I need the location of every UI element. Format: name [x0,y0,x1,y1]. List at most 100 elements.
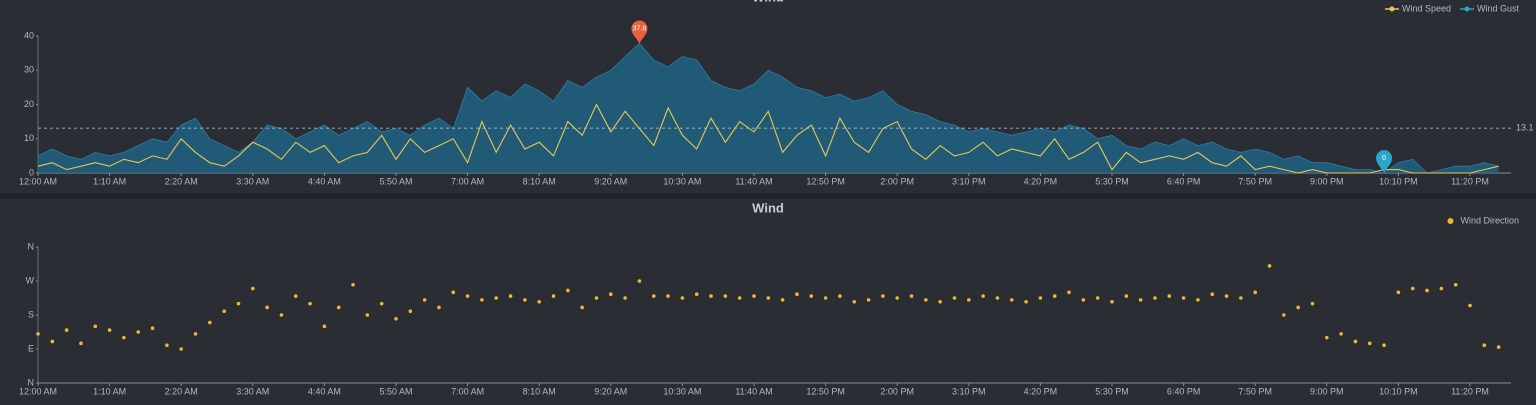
x-tick-label: 6:40 PM [1167,386,1201,396]
x-tick-label: 2:00 PM [880,176,914,186]
x-tick-label: 12:00 AM [19,176,57,186]
x-tick-label: 9:20 AM [594,176,627,186]
x-tick-label: 3:30 AM [236,386,269,396]
chart-title: Wind [752,0,784,4]
y-tick-label: 20 [24,99,34,109]
point [437,305,441,310]
point [1367,341,1372,346]
point [208,320,212,325]
point [236,301,241,306]
x-tick-label: 5:50 AM [379,176,412,186]
point [967,298,971,302]
point [365,313,370,317]
x-tick-label: 2:20 AM [165,176,198,186]
point [1110,299,1114,304]
point [838,294,842,298]
point [222,309,226,314]
line [37,103,1499,174]
y-tick-label: 0 [29,167,34,177]
point [1296,305,1300,310]
point [79,341,83,346]
point [623,296,627,300]
point [1009,298,1014,302]
point [551,294,556,298]
point [1167,294,1172,298]
point [952,296,957,300]
line [37,42,1499,174]
x-tick-label: 11:40 AM [735,176,772,186]
area [38,43,1499,173]
point [150,326,155,331]
point [136,330,141,334]
point [265,305,269,310]
point [251,286,255,291]
point [1339,332,1343,336]
point [193,332,198,336]
point [465,294,470,298]
point [36,332,40,336]
point [50,339,55,344]
y-tick-label: N [28,241,35,251]
point [1496,345,1501,349]
x-tick-label: 10:30 AM [663,386,701,396]
point [566,288,570,293]
point [709,294,713,298]
point [351,282,355,287]
y-tick-label: 40 [24,30,34,40]
point [1382,343,1386,348]
point [379,301,384,306]
point [451,290,456,295]
point [1282,313,1286,317]
point [1410,286,1415,291]
point [1153,296,1157,300]
point [895,296,899,300]
x-tick-label: 10:10 PM [1379,176,1418,186]
point [64,328,69,332]
legend-icon-dot [1464,6,1470,12]
x-tick-label: 3:10 PM [952,386,986,396]
point [1239,296,1243,300]
x-tick-label: 11:20 PM [1451,176,1489,186]
point [1253,290,1257,295]
x-tick-label: 12:50 PM [806,386,845,396]
point [723,294,728,298]
point [680,296,685,300]
point [308,301,312,306]
y-tick-label: 10 [24,133,34,143]
point [394,316,398,321]
point [480,298,484,302]
point [580,305,584,310]
point [1425,288,1429,293]
x-tick-label: 10:30 AM [663,176,701,186]
point [938,299,942,304]
point [1138,298,1143,302]
point [165,343,169,348]
x-tick-label: 1:10 AM [93,386,126,396]
point [766,296,771,300]
separator [0,193,1536,199]
point [93,324,98,329]
x-tick-label: 4:40 AM [308,386,341,396]
point [795,292,799,297]
point [1439,286,1444,291]
x-tick-label: 9:00 PM [1310,386,1344,396]
point [279,313,284,317]
x-tick-label: 7:00 AM [451,386,484,396]
point [909,294,914,298]
point [537,299,541,304]
point [1224,294,1229,298]
point [1353,339,1358,344]
x-tick-label: 3:10 PM [952,176,986,186]
point [523,298,527,302]
pin [1376,150,1393,173]
y-tick-label: N [28,377,35,387]
point [1396,290,1401,295]
y-tick-label: E [28,343,34,353]
point [752,294,756,298]
point [494,296,499,300]
point [1210,292,1215,297]
y-tick-label: W [26,275,35,285]
x-tick-label: 4:40 AM [308,176,341,186]
